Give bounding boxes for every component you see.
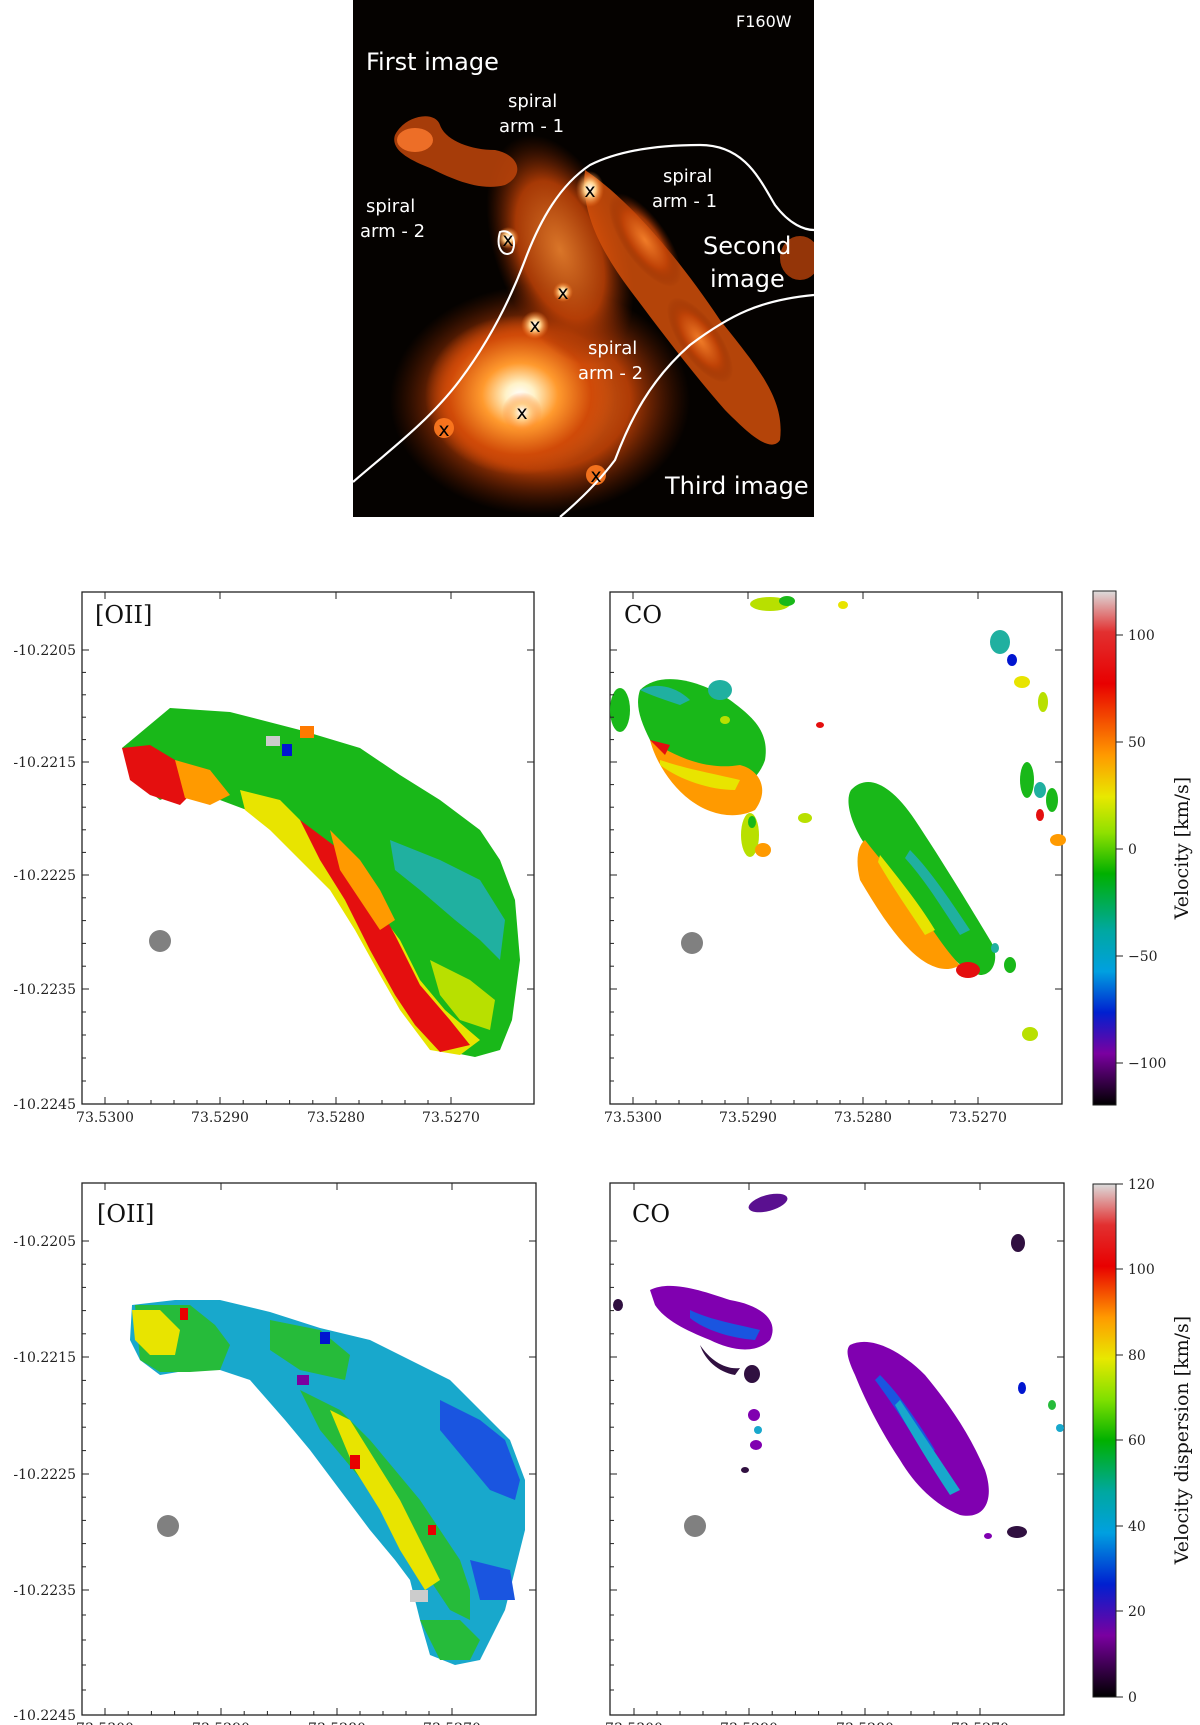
panel-co-velocity xyxy=(609,591,1066,1105)
x-tick-label: 73.5290 xyxy=(192,1721,250,1725)
y-tick-label: -10.2205 xyxy=(13,643,76,659)
label-spiral-arm1-second: spiral xyxy=(663,166,712,187)
y-tick-label: -10.2215 xyxy=(13,1350,76,1366)
label-arm2-second: arm - 2 xyxy=(578,363,643,384)
marker-x: x xyxy=(438,419,449,441)
colorbar-velocity-tick: 50 xyxy=(1128,735,1146,751)
colorbar-dispersion-label: Velocity dispersion [km/s] xyxy=(1171,1316,1193,1565)
label-second-image-1: Second xyxy=(703,232,791,260)
label-spiral-arm2-first: spiral xyxy=(366,196,415,217)
f160w-image xyxy=(353,0,814,517)
panel-oii-dispersion xyxy=(81,1182,537,1716)
x-tick-label: 73.5290 xyxy=(720,1721,778,1725)
x-tick-label: 73.5280 xyxy=(307,1110,365,1126)
marker-x: x xyxy=(502,229,513,251)
filter-label: F160W xyxy=(736,12,792,31)
colorbar-velocity-tick: −50 xyxy=(1128,949,1158,965)
x-tick-label: 73.5280 xyxy=(834,1110,892,1126)
label-spiral-arm1-first: spiral xyxy=(508,91,557,112)
x-tick-label: 73.5280 xyxy=(836,1721,894,1725)
colorbar-velocity xyxy=(1092,590,1117,1106)
x-tick-label: 73.5270 xyxy=(949,1110,1007,1126)
y-tick-label: -10.2225 xyxy=(13,1467,76,1483)
y-tick-label: -10.2235 xyxy=(13,1583,76,1599)
panel-label-co-dispersion: CO xyxy=(632,1200,670,1228)
marker-x: x xyxy=(557,282,568,304)
marker-x: x xyxy=(584,180,595,202)
colorbar-velocity-label: Velocity [km/s] xyxy=(1171,777,1193,920)
colorbar-velocity-tick: 0 xyxy=(1128,842,1137,858)
panel-label-co-velocity: CO xyxy=(624,601,662,629)
colorbar-dispersion-tick: 20 xyxy=(1128,1604,1146,1620)
beam-marker xyxy=(681,932,703,954)
panel-oii-velocity xyxy=(81,591,535,1105)
colorbar-dispersion-tick: 100 xyxy=(1128,1262,1155,1278)
y-tick-label: -10.2215 xyxy=(13,755,76,771)
colorbar-dispersion xyxy=(1092,1183,1117,1698)
panel-label-oii-velocity: [OII] xyxy=(95,601,152,629)
beam-marker xyxy=(149,930,171,952)
colorbar-dispersion-tick: 80 xyxy=(1128,1348,1146,1364)
marker-x: x xyxy=(516,402,527,424)
colorbar-velocity-tick: 100 xyxy=(1128,628,1155,644)
colorbar-velocity-tick: −100 xyxy=(1128,1056,1166,1072)
colorbar-dispersion-tick: 0 xyxy=(1128,1690,1137,1706)
marker-x: x xyxy=(529,315,540,337)
colorbar-dispersion-tick: 120 xyxy=(1128,1177,1155,1193)
label-third-image: Third image xyxy=(664,472,809,500)
tick-layer: 73.5300 73.5290 73.5280 73.5270 -10.2205 -10.… xyxy=(13,592,1166,1725)
x-tick-label: 73.5270 xyxy=(423,1721,481,1725)
x-tick-label: 73.5300 xyxy=(76,1721,134,1725)
label-arm1-first: arm - 1 xyxy=(499,116,564,137)
x-tick-label: 73.5280 xyxy=(308,1721,366,1725)
colorbar-dispersion-tick: 60 xyxy=(1128,1433,1146,1449)
marker-x: x xyxy=(590,465,601,487)
y-tick-label: -10.2205 xyxy=(13,1234,76,1250)
top-image-annotations: F160W First image spiral arm - 1 spiral … xyxy=(360,12,809,500)
x-tick-label: 73.5300 xyxy=(605,1721,663,1725)
colorbar-dispersion-tick: 40 xyxy=(1128,1519,1146,1535)
label-arm2-first: arm - 2 xyxy=(360,221,425,242)
label-arm1-second: arm - 1 xyxy=(652,191,717,212)
x-tick-label: 73.5290 xyxy=(191,1110,249,1126)
beam-marker xyxy=(157,1515,179,1537)
label-spiral-arm2-second: spiral xyxy=(588,338,637,359)
label-first-image: First image xyxy=(366,48,499,76)
x-tick-label: 73.5270 xyxy=(951,1721,1009,1725)
x-tick-label: 73.5290 xyxy=(719,1110,777,1126)
panel-co-dispersion xyxy=(609,1182,1065,1716)
x-tick-label: 73.5300 xyxy=(604,1110,662,1126)
x-tick-label: 73.5300 xyxy=(76,1110,134,1126)
y-tick-label: -10.2245 xyxy=(13,1097,76,1113)
beam-marker xyxy=(684,1515,706,1537)
y-tick-label: -10.2245 xyxy=(13,1708,76,1724)
x-tick-label: 73.5270 xyxy=(422,1110,480,1126)
y-tick-label: -10.2225 xyxy=(13,868,76,884)
panel-label-oii-dispersion: [OII] xyxy=(97,1200,154,1228)
label-second-image-2: image xyxy=(710,265,785,293)
y-tick-label: -10.2235 xyxy=(13,982,76,998)
